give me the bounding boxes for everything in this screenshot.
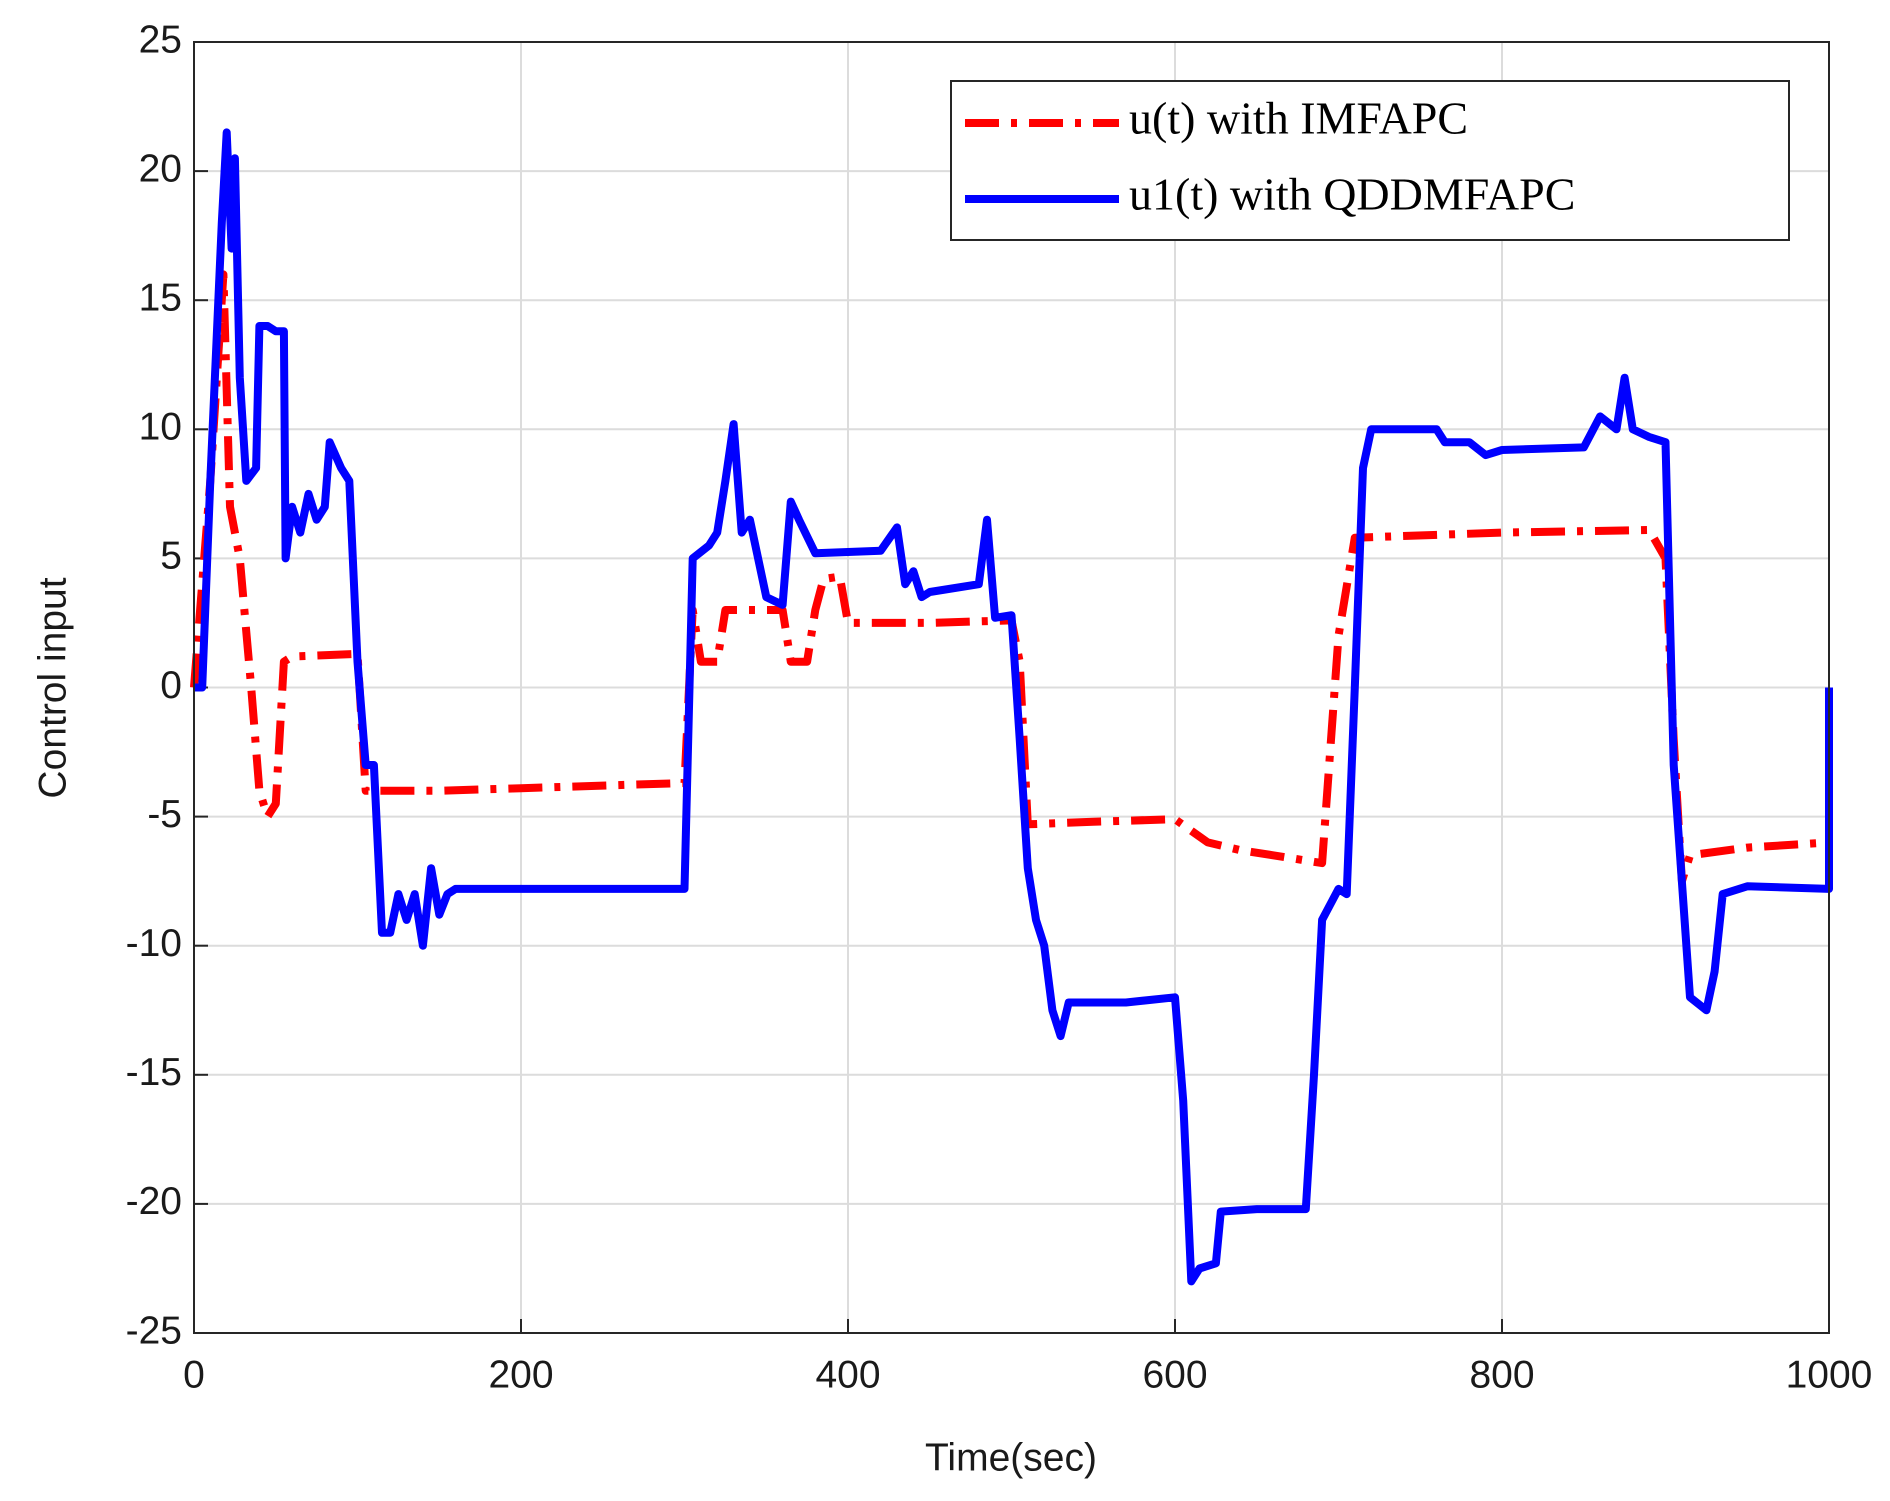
y-tick-label: -15 bbox=[126, 1051, 182, 1094]
series-line bbox=[194, 128, 1833, 1286]
x-tick-label: 200 bbox=[488, 1353, 553, 1396]
x-tick-label: 0 bbox=[183, 1353, 205, 1396]
y-tick-label: 25 bbox=[139, 18, 182, 61]
x-axis-label: Time(sec) bbox=[925, 1436, 1097, 1479]
y-tick-label: -10 bbox=[126, 922, 182, 965]
y-tick-label: 0 bbox=[160, 664, 182, 707]
y-tick-label: -25 bbox=[126, 1309, 182, 1352]
y-tick-label: 15 bbox=[139, 276, 182, 319]
legend-box bbox=[950, 80, 1790, 241]
y-axis-label: Control input bbox=[31, 577, 74, 798]
y-tick-label: 5 bbox=[160, 535, 182, 578]
y-tick-label: 10 bbox=[139, 406, 182, 449]
x-tick-label: 600 bbox=[1142, 1353, 1207, 1396]
x-tick-label: 400 bbox=[815, 1353, 880, 1396]
series-line bbox=[190, 270, 1830, 886]
x-tick-label: 1000 bbox=[1786, 1353, 1873, 1396]
y-tick-label: -5 bbox=[147, 793, 182, 836]
axes-box bbox=[193, 41, 1830, 1334]
y-tick-label: 20 bbox=[139, 147, 182, 190]
y-tick-label: -20 bbox=[126, 1180, 182, 1223]
x-tick-label: 800 bbox=[1469, 1353, 1534, 1396]
legend-label: u(t) with IMFAPC bbox=[1129, 93, 1468, 144]
legend-label: u1(t) with QDDMFAPC bbox=[1129, 169, 1575, 220]
